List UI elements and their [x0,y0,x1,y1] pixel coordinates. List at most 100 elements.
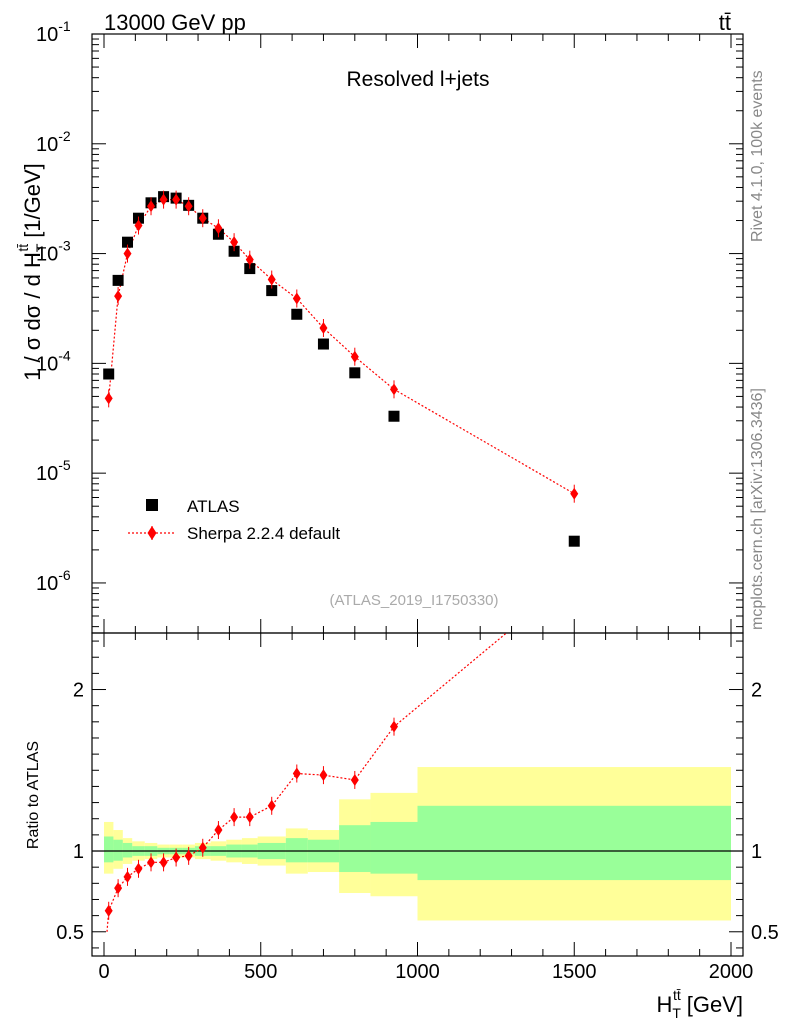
sherpa-point [389,383,398,396]
atlas-point [317,338,329,350]
band-green [339,825,371,873]
sherpa-point [292,292,301,305]
y-tick-mantissa: 10 [36,573,58,595]
sherpa-point [198,212,207,225]
sherpa-point [214,222,223,235]
band-green [370,821,418,874]
ratio-tick-label-left: 2 [73,680,84,702]
sherpa-point [114,290,123,303]
x-tick-label: 1000 [395,961,440,983]
sherpa-point [570,487,579,500]
ratio-point [319,769,328,782]
ratio-point [184,849,193,862]
y-tick-exponent: -1 [58,18,71,34]
x-tick-labels: 0 500 1000 1500 2000 [98,961,753,983]
sherpa-point [350,350,359,363]
y-tick-exponent: -5 [58,457,71,473]
sherpa-point [172,193,181,206]
y-tick-label: 10-3 [36,238,71,266]
ratio-point [350,773,359,786]
main-axis-ticks [92,33,743,633]
ratio-uncertainty-bands [104,767,731,921]
x-tick-label: 1500 [552,961,597,983]
atlas-point [291,308,303,320]
rivet-label: Rivet 4.1.0, 100k events [749,70,766,242]
legend-atlas-marker [146,499,158,511]
ratio-point [214,824,223,837]
legend: ATLAS Sherpa 2.2.4 default [128,497,340,543]
y-tick-label: 10-2 [36,128,71,156]
legend-sherpa-label: Sherpa 2.2.4 default [187,524,340,543]
atlas-point [112,274,124,286]
y-tick-exponent: -4 [58,347,71,363]
y-tick-label: 10-4 [36,347,71,375]
x-axis-label-unit: [GeV] [687,992,743,1017]
main-y-tick-labels: 10-610-510-410-310-210-1 [36,18,71,595]
energy-label: 13000 GeV pp [104,10,246,35]
ratio-tick-label-left: 1 [73,841,84,863]
mcplots-label: mcplots.cern.ch [arXiv:1306.3436] [749,388,766,630]
x-axis-label-main: H [657,992,673,1017]
band-green [104,836,114,863]
atlas-point [122,236,134,248]
ratio-point [147,856,156,869]
sherpa-point [230,236,239,249]
y-tick-mantissa: 10 [36,24,58,46]
y-tick-label: 10-1 [36,18,71,46]
sherpa-point [184,200,193,213]
ratio-point [198,841,207,854]
chart-title: Resolved l+jets [347,68,490,91]
ratio-tick-label-left: 0.5 [56,922,84,944]
sherpa-point [159,193,168,206]
atlas-point [103,368,115,380]
y-tick-label: 10-6 [36,567,71,595]
ratio-data-layer [104,632,507,932]
ratio-point [292,767,301,780]
ratio-point [134,862,143,875]
atlas-point [266,285,278,297]
ratio-point [230,811,239,824]
ratio-tick-label-right: 0.5 [751,922,779,944]
y-axis-label-sup: tt̄ [15,244,31,252]
ratio-point [172,851,181,864]
band-green [122,842,133,858]
process-label: tt̄ [719,10,731,35]
sherpa-point [245,253,254,266]
sherpa-point [104,392,113,405]
atlas-point [568,535,580,547]
atlas-point [228,245,240,257]
x-tick-label: 0 [98,961,109,983]
main-data-layer [103,190,580,547]
x-axis-label-sup: tt̄ [673,987,681,1003]
ratio-point [114,882,123,895]
y-axis-label-prefix: 1 / σ dσ / d H [20,252,45,381]
sherpa-line [108,199,575,495]
ratio-y-axis-label: Ratio to ATLAS [25,741,42,849]
y-axis-label-sub: T [33,243,49,252]
y-tick-exponent: -3 [58,238,71,254]
ratio-point [159,856,168,869]
y-axis-label-unit: [1/GeV] [20,163,45,238]
atlas-point [349,367,361,379]
ratio-point [245,811,254,824]
ratio-point [267,799,276,812]
band-green [285,838,308,863]
ratio-tick-label-right: 1 [751,841,762,863]
sherpa-point [147,200,156,213]
band-green [113,839,123,861]
ratio-axis-ticks [92,633,743,956]
sherpa-point [319,321,328,334]
sherpa-point [123,247,132,260]
y-tick-label: 10-5 [36,457,71,485]
band-green [417,805,731,881]
legend-sherpa-marker [147,526,157,540]
x-axis-label: HTtt̄ [GeV] [657,987,743,1021]
x-tick-label: 2000 [709,961,754,983]
y-tick-mantissa: 10 [36,353,58,375]
analysis-id: (ATLAS_2019_I1750330) [329,592,498,609]
sherpa-point [267,273,276,286]
ratio-tick-labels: 0.5 0.5 1 1 2 2 [56,680,779,944]
sherpa-point [134,219,143,232]
ratio-point [389,720,398,733]
